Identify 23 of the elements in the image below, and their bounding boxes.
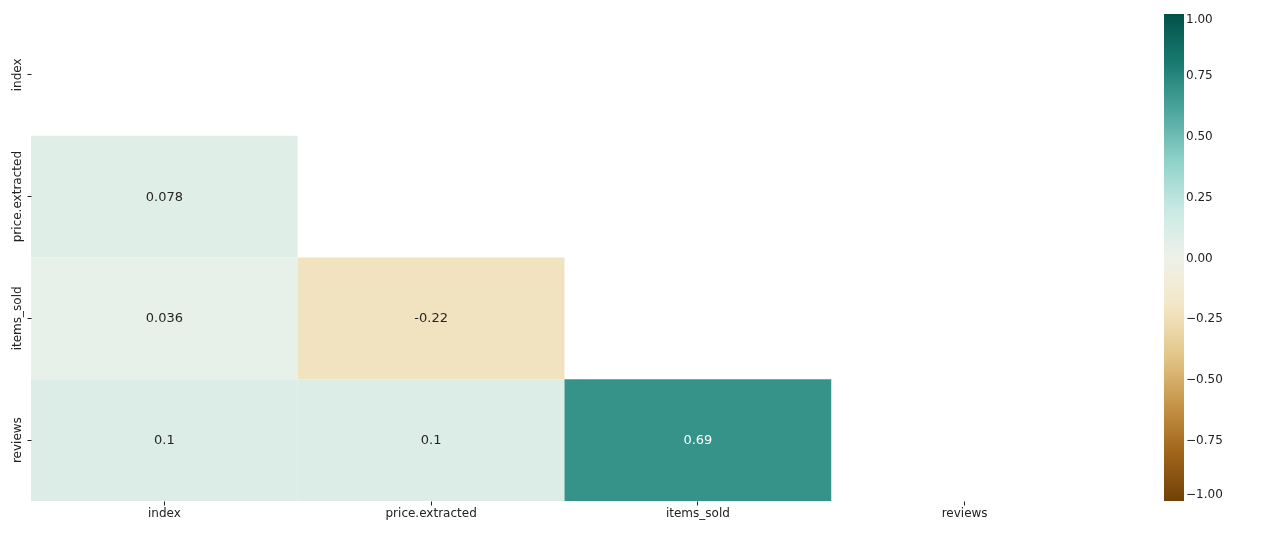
color-bar-label: −1.00 <box>1186 487 1223 501</box>
data-label: 0.1 <box>420 432 442 448</box>
x-tick-label: items_sold <box>665 505 730 520</box>
color-bar-label: −0.75 <box>1186 433 1223 448</box>
data-label: 0.1 <box>154 432 175 448</box>
color-bar-label: 0.75 <box>1186 67 1213 82</box>
data-label: 0.036 <box>145 310 183 326</box>
color-bar-label: 1.00 <box>1186 12 1213 26</box>
x-tick-label: price.extracted <box>385 505 477 520</box>
color-bar-label: −0.25 <box>1186 311 1223 326</box>
color-bar-label: −0.50 <box>1186 372 1223 387</box>
color-bar-label: 0.00 <box>1186 250 1213 265</box>
x-tick-label: reviews <box>941 505 988 520</box>
x-tick-label: index <box>147 505 181 520</box>
color-bar-label: 0.50 <box>1186 128 1213 143</box>
color-bar-label: 0.25 <box>1186 189 1213 204</box>
y-tick-label: index <box>9 58 24 92</box>
data-label: 0.078 <box>145 188 183 204</box>
data-label: -0.22 <box>414 310 448 326</box>
data-label: 0.69 <box>683 432 713 448</box>
y-tick-label: reviews <box>9 417 24 464</box>
y-tick-label: items_sold <box>9 286 24 351</box>
y-tick-label: price.extracted <box>9 151 24 243</box>
